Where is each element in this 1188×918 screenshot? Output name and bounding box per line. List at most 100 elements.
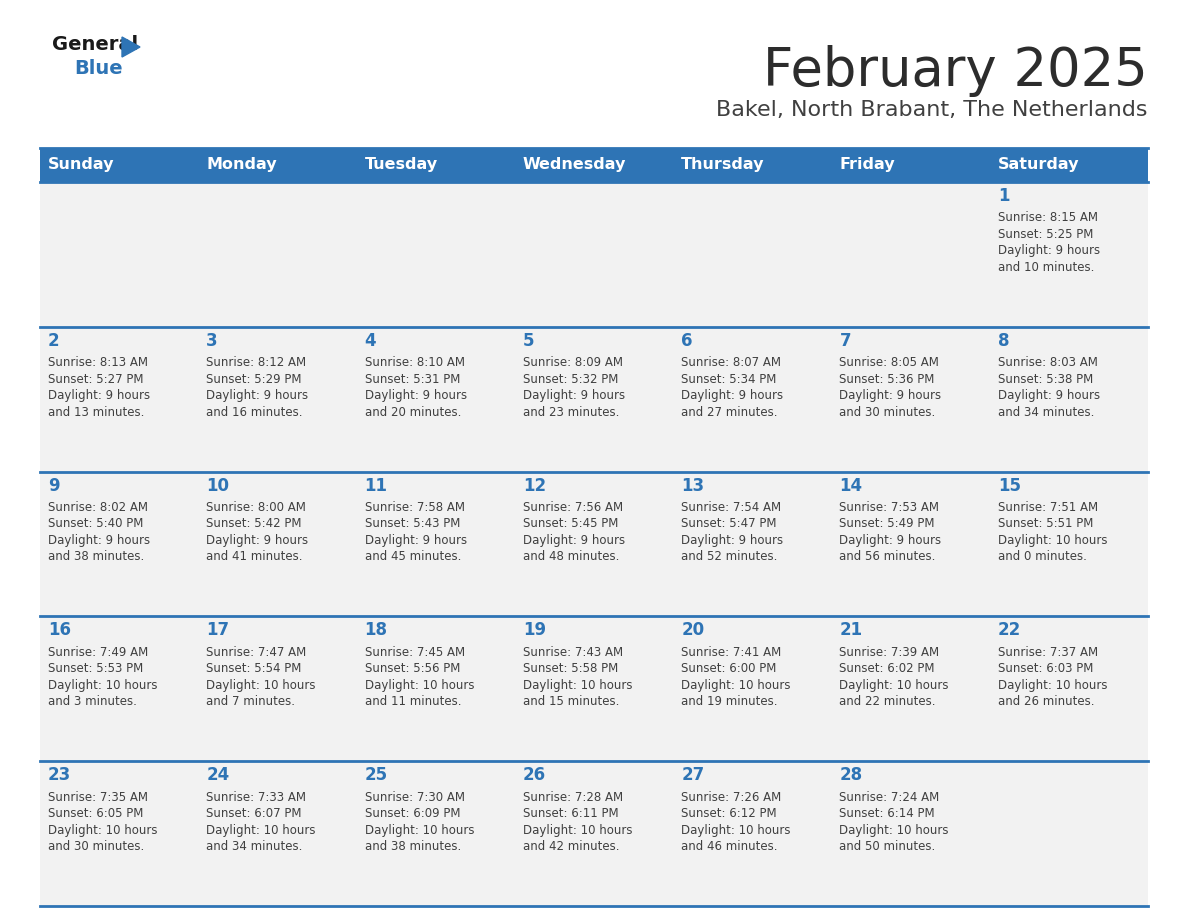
Text: and 0 minutes.: and 0 minutes.: [998, 551, 1087, 564]
Text: 19: 19: [523, 621, 546, 640]
FancyBboxPatch shape: [198, 616, 356, 642]
FancyBboxPatch shape: [514, 327, 674, 353]
FancyBboxPatch shape: [514, 761, 674, 787]
FancyBboxPatch shape: [990, 182, 1148, 327]
Text: and 7 minutes.: and 7 minutes.: [207, 695, 296, 709]
Text: and 16 minutes.: and 16 minutes.: [207, 406, 303, 419]
Text: Daylight: 9 hours: Daylight: 9 hours: [523, 534, 625, 547]
Text: Daylight: 9 hours: Daylight: 9 hours: [48, 534, 150, 547]
Text: General: General: [52, 35, 138, 54]
FancyBboxPatch shape: [198, 616, 356, 761]
Text: Sunrise: 7:37 AM: Sunrise: 7:37 AM: [998, 645, 1098, 659]
Text: Daylight: 9 hours: Daylight: 9 hours: [681, 534, 783, 547]
Text: Sunset: 6:09 PM: Sunset: 6:09 PM: [365, 807, 460, 820]
FancyBboxPatch shape: [832, 472, 990, 497]
Text: Sunday: Sunday: [48, 158, 114, 173]
Text: and 34 minutes.: and 34 minutes.: [998, 406, 1094, 419]
Text: Sunset: 5:51 PM: Sunset: 5:51 PM: [998, 518, 1093, 531]
Text: Sunset: 6:14 PM: Sunset: 6:14 PM: [840, 807, 935, 820]
FancyBboxPatch shape: [832, 182, 990, 327]
Text: 3: 3: [207, 331, 217, 350]
Text: Sunset: 5:49 PM: Sunset: 5:49 PM: [840, 518, 935, 531]
Text: and 34 minutes.: and 34 minutes.: [207, 840, 303, 853]
Text: Sunrise: 8:10 AM: Sunrise: 8:10 AM: [365, 356, 465, 369]
FancyBboxPatch shape: [514, 472, 674, 616]
FancyBboxPatch shape: [40, 761, 198, 787]
FancyBboxPatch shape: [674, 182, 832, 327]
Text: 24: 24: [207, 767, 229, 784]
Text: Sunset: 6:02 PM: Sunset: 6:02 PM: [840, 662, 935, 676]
Text: and 22 minutes.: and 22 minutes.: [840, 695, 936, 709]
Text: Sunrise: 8:02 AM: Sunrise: 8:02 AM: [48, 501, 148, 514]
FancyBboxPatch shape: [40, 472, 198, 497]
FancyBboxPatch shape: [40, 616, 198, 761]
Text: and 50 minutes.: and 50 minutes.: [840, 840, 936, 853]
Text: 21: 21: [840, 621, 862, 640]
Text: Daylight: 9 hours: Daylight: 9 hours: [523, 389, 625, 402]
FancyBboxPatch shape: [198, 327, 356, 353]
Text: Blue: Blue: [74, 59, 122, 78]
FancyBboxPatch shape: [832, 327, 990, 353]
Text: Bakel, North Brabant, The Netherlands: Bakel, North Brabant, The Netherlands: [716, 100, 1148, 120]
FancyBboxPatch shape: [990, 472, 1148, 497]
Text: Sunrise: 8:09 AM: Sunrise: 8:09 AM: [523, 356, 623, 369]
Text: Saturday: Saturday: [998, 158, 1079, 173]
Text: February 2025: February 2025: [763, 45, 1148, 97]
Text: Sunrise: 7:58 AM: Sunrise: 7:58 AM: [365, 501, 465, 514]
FancyBboxPatch shape: [674, 327, 832, 472]
Text: Sunrise: 8:13 AM: Sunrise: 8:13 AM: [48, 356, 148, 369]
Text: Tuesday: Tuesday: [365, 158, 437, 173]
Text: Sunset: 5:27 PM: Sunset: 5:27 PM: [48, 373, 144, 386]
FancyBboxPatch shape: [674, 616, 832, 761]
Text: 13: 13: [681, 476, 704, 495]
Text: 23: 23: [48, 767, 71, 784]
FancyBboxPatch shape: [990, 327, 1148, 472]
Text: Sunrise: 7:51 AM: Sunrise: 7:51 AM: [998, 501, 1098, 514]
Text: 11: 11: [365, 476, 387, 495]
Text: and 11 minutes.: and 11 minutes.: [365, 695, 461, 709]
Text: Thursday: Thursday: [681, 158, 765, 173]
FancyBboxPatch shape: [40, 327, 198, 472]
Text: 27: 27: [681, 767, 704, 784]
Text: Daylight: 10 hours: Daylight: 10 hours: [48, 678, 158, 692]
Text: Daylight: 10 hours: Daylight: 10 hours: [365, 823, 474, 836]
Text: Daylight: 10 hours: Daylight: 10 hours: [365, 678, 474, 692]
Text: 10: 10: [207, 476, 229, 495]
Text: Daylight: 9 hours: Daylight: 9 hours: [840, 389, 942, 402]
Text: and 20 minutes.: and 20 minutes.: [365, 406, 461, 419]
FancyBboxPatch shape: [990, 761, 1148, 906]
FancyBboxPatch shape: [674, 472, 832, 616]
Text: and 56 minutes.: and 56 minutes.: [840, 551, 936, 564]
Text: Sunset: 5:42 PM: Sunset: 5:42 PM: [207, 518, 302, 531]
FancyBboxPatch shape: [40, 327, 198, 353]
Text: 25: 25: [365, 767, 387, 784]
FancyBboxPatch shape: [356, 472, 514, 497]
Text: 17: 17: [207, 621, 229, 640]
Text: Sunrise: 8:00 AM: Sunrise: 8:00 AM: [207, 501, 307, 514]
FancyBboxPatch shape: [514, 182, 674, 327]
FancyBboxPatch shape: [832, 616, 990, 761]
Text: Daylight: 9 hours: Daylight: 9 hours: [365, 389, 467, 402]
Text: Sunrise: 7:41 AM: Sunrise: 7:41 AM: [681, 645, 782, 659]
Text: 16: 16: [48, 621, 71, 640]
Text: Sunrise: 8:07 AM: Sunrise: 8:07 AM: [681, 356, 782, 369]
Text: Sunrise: 7:49 AM: Sunrise: 7:49 AM: [48, 645, 148, 659]
Text: 14: 14: [840, 476, 862, 495]
Text: Sunrise: 8:05 AM: Sunrise: 8:05 AM: [840, 356, 940, 369]
Text: Sunset: 5:32 PM: Sunset: 5:32 PM: [523, 373, 618, 386]
Text: Sunrise: 8:03 AM: Sunrise: 8:03 AM: [998, 356, 1098, 369]
FancyBboxPatch shape: [514, 616, 674, 761]
FancyBboxPatch shape: [40, 148, 1148, 182]
FancyBboxPatch shape: [832, 327, 990, 472]
Text: Monday: Monday: [207, 158, 277, 173]
Text: 5: 5: [523, 331, 535, 350]
Text: Sunset: 6:05 PM: Sunset: 6:05 PM: [48, 807, 144, 820]
Text: Sunset: 5:40 PM: Sunset: 5:40 PM: [48, 518, 144, 531]
Text: Daylight: 9 hours: Daylight: 9 hours: [998, 244, 1100, 257]
Text: Sunrise: 7:30 AM: Sunrise: 7:30 AM: [365, 790, 465, 803]
FancyBboxPatch shape: [990, 616, 1148, 761]
Text: Sunset: 5:34 PM: Sunset: 5:34 PM: [681, 373, 777, 386]
Text: 22: 22: [998, 621, 1020, 640]
Text: Daylight: 9 hours: Daylight: 9 hours: [207, 389, 309, 402]
FancyBboxPatch shape: [674, 327, 832, 353]
